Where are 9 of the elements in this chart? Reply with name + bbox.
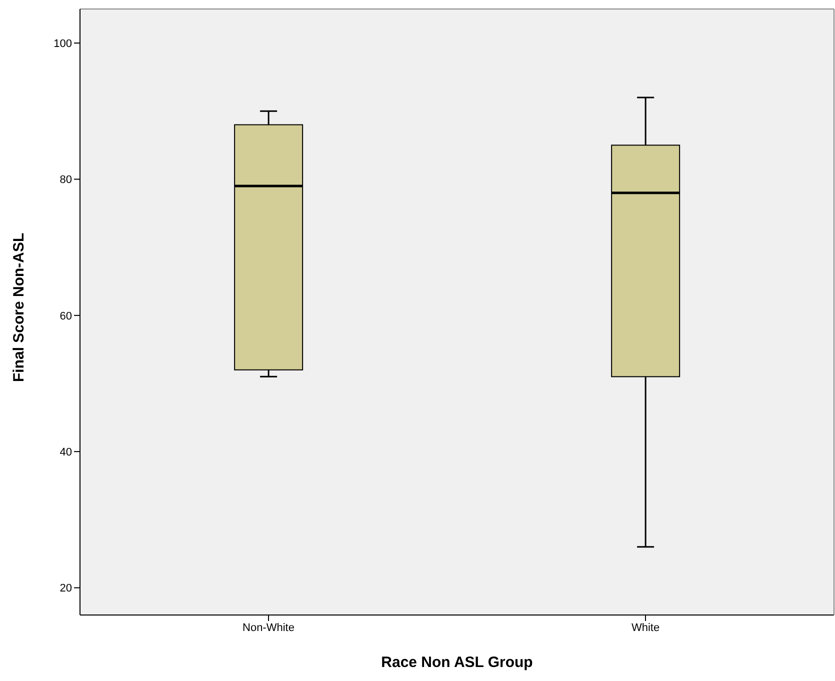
y-axis-title: Final Score Non-ASL [10,232,28,382]
x-tick-label: White [631,622,660,634]
x-tick-label: Non-White [242,622,294,634]
y-tick-label: 100 [54,38,72,50]
y-tick-label: 40 [60,446,72,458]
y-tick-label: 80 [60,174,72,186]
y-tick-label: 60 [60,310,72,322]
x-axis-title: Race Non ASL Group [381,654,533,671]
y-tick-label: 20 [60,582,72,595]
